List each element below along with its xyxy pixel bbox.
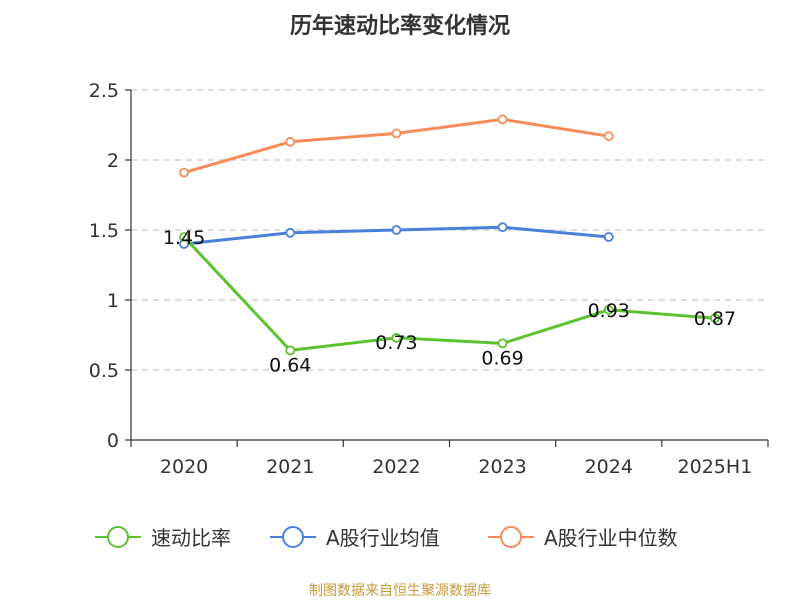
- axes: 0 0.5 1 1.5 2 2.5 2020 2021 2022 2023 2024 2025H1: [89, 80, 769, 478]
- series-line: [182, 235, 716, 352]
- chart-title: 历年速动比率变化情况: [290, 13, 510, 39]
- data-label: 0.69: [481, 347, 523, 369]
- x-tick-label: 2025H1: [678, 456, 753, 478]
- grid: [131, 89, 768, 371]
- data-labels: 1.45 0.64 0.73 0.69 0.93 0.87: [163, 227, 736, 376]
- legend-label[interactable]: A股行业均值: [326, 526, 440, 550]
- data-point: [497, 338, 508, 349]
- data-point: [603, 232, 614, 242]
- y-tick-label: 1: [107, 290, 119, 312]
- data-point: [603, 304, 614, 315]
- legend: 速动比率 A股行业均值 A股行业中位数: [95, 526, 678, 550]
- data-point: [603, 131, 614, 142]
- data-point: [391, 332, 402, 343]
- legend-swatch-marker: [282, 526, 304, 548]
- data-label: 0.87: [694, 308, 736, 330]
- data-point: [179, 232, 189, 242]
- source-note: 制图数据来自恒生聚源数据库: [309, 583, 491, 599]
- legend-label[interactable]: A股行业中位数: [544, 526, 678, 550]
- legend-label[interactable]: 速动比率: [151, 526, 231, 550]
- x-tick-label: 2023: [478, 456, 526, 478]
- data-point: [497, 114, 508, 125]
- y-tick-label: 1.5: [89, 220, 119, 242]
- x-tick-label: 2021: [266, 456, 314, 478]
- data-label: 0.64: [269, 354, 311, 376]
- data-label: 0.93: [588, 300, 630, 322]
- legend-swatch-marker: [107, 526, 129, 548]
- data-point: [391, 225, 402, 235]
- data-label: 0.73: [375, 332, 417, 354]
- y-tick-label: 2.5: [89, 80, 119, 102]
- y-tick-label: 2: [107, 150, 119, 172]
- x-tick-label: 2024: [585, 456, 633, 478]
- x-tick-label: 2022: [372, 456, 420, 478]
- data-point: [391, 128, 402, 139]
- data-point: [179, 167, 189, 178]
- data-label: 1.45: [163, 227, 205, 249]
- legend-swatch-marker: [500, 526, 522, 548]
- y-tick-label: 0.5: [89, 360, 119, 382]
- series-layer: [179, 114, 720, 356]
- x-tick-label: 2020: [160, 456, 208, 478]
- series-line: [183, 117, 609, 175]
- data-point: [497, 222, 508, 233]
- data-point: [710, 313, 720, 324]
- data-point: [285, 136, 296, 147]
- data-point: [285, 227, 296, 238]
- data-point: [285, 345, 296, 356]
- y-tick-label: 0: [107, 430, 119, 452]
